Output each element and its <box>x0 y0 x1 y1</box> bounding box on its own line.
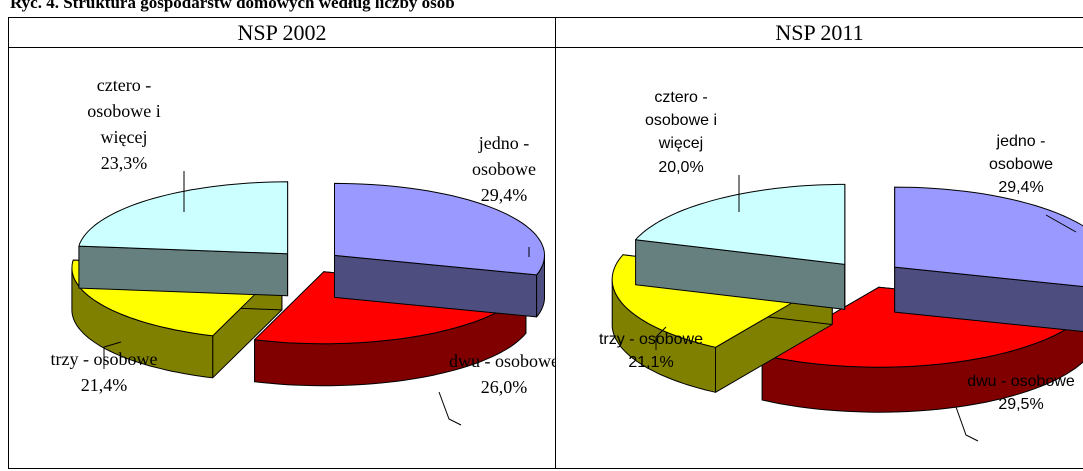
slice-label: trzy - osobowe 21,4% <box>49 346 159 398</box>
caption: Ryc. 4. Struktura gospodarstw domowych w… <box>10 0 455 12</box>
leader-line <box>955 406 979 442</box>
slice <box>635 183 846 265</box>
value-label: 20,0% <box>658 158 704 176</box>
value-label: 29,4% <box>480 185 528 206</box>
chart-title: NSP 2011 <box>556 18 1083 48</box>
chart-cell: NSP 2011 jedno - osobowe 29,4% dwu - osobo… <box>555 17 1083 469</box>
category-label: cztero - osobowe i więcej <box>87 75 161 148</box>
chart-title: NSP 2002 <box>9 18 555 48</box>
leader-line <box>438 391 462 426</box>
value-label: 29,5% <box>998 396 1044 414</box>
slice-wall <box>78 245 289 297</box>
slice-label: jedno - osobowe 29,4% <box>449 130 555 208</box>
slice-label: jedno - osobowe 29,4% <box>966 130 1076 200</box>
category-label: trzy - osobowe <box>598 331 704 348</box>
category-label: cztero - osobowe i więcej <box>644 89 718 153</box>
value-label: 21,1% <box>628 354 674 372</box>
pie-chart <box>71 171 545 426</box>
category-label: dwu - osobowe <box>967 373 1075 390</box>
value-label: 23,3% <box>100 153 148 174</box>
leader-line <box>655 326 667 350</box>
leader-line <box>1045 214 1077 233</box>
category-label: trzy - osobowe <box>50 349 158 369</box>
slice <box>78 181 289 255</box>
slice <box>334 182 545 276</box>
chart-cell: NSP 2002 jedno - osobowe 29,4% dwu - osobo… <box>8 17 556 469</box>
slice <box>894 186 1083 287</box>
value-label: 21,4% <box>80 375 128 396</box>
slice-label: cztero - osobowe i więcej 20,0% <box>626 86 736 179</box>
category-label: jedno - osobowe <box>472 133 536 180</box>
category-label: dwu - osobowe <box>449 351 556 371</box>
value-label: 29,4% <box>998 179 1044 197</box>
slice-label: cztero - osobowe i więcej 23,3% <box>69 72 179 176</box>
pie-chart <box>611 175 1083 442</box>
value-label: 26,0% <box>480 377 528 398</box>
slice-label: dwu - osobowe 29,5% <box>966 370 1076 416</box>
leader-line <box>103 341 122 369</box>
slice-label: trzy - osobowe 21,1% <box>596 328 706 374</box>
slice-label: dwu - osobowe 26,0% <box>449 348 556 400</box>
category-label: jedno - osobowe <box>988 133 1054 174</box>
